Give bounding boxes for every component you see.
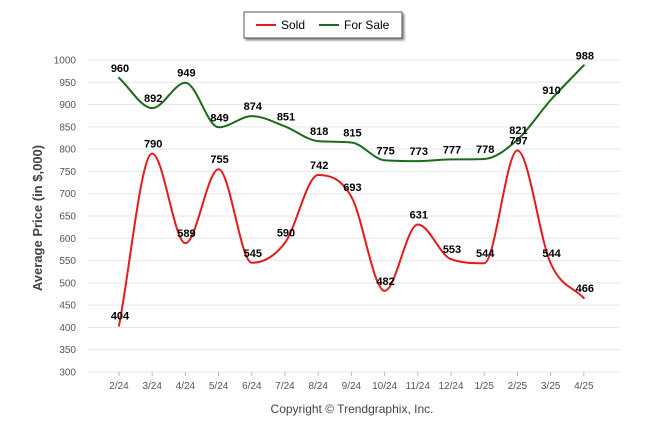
x-tick-label: 4/24 [176,381,196,392]
x-tick-label: 7/24 [275,381,295,392]
legend: Sold For Sale [243,11,403,39]
grid-lines [88,59,620,373]
x-tick-label: 2/25 [508,381,528,392]
for-sale-data-label: 892 [144,93,162,105]
y-tick-label: 850 [59,122,76,133]
series-lines [118,64,585,327]
sold-series-line [118,149,585,327]
y-tick-label: 800 [59,145,76,156]
sold-data-label: 590 [277,228,295,240]
for-sale-data-label: 778 [476,144,494,156]
for-sale-data-label: 874 [244,101,263,113]
sold-data-label: 742 [310,160,328,172]
for-sale-data-label: 949 [177,68,195,80]
y-tick-label: 1000 [54,56,77,67]
for-sale-data-label: 777 [443,144,461,156]
x-tick-label: 12/24 [438,381,463,392]
x-tick-label: 3/25 [541,381,561,392]
y-tick-label: 450 [59,301,76,312]
x-tick-label: 3/24 [142,381,162,392]
y-tick-label: 550 [59,256,76,267]
sold-data-label: 545 [244,248,262,260]
x-tick-label: 9/24 [342,381,362,392]
x-tick-label: 4/25 [574,381,594,392]
x-tick-label: 11/24 [406,381,431,392]
x-tick-label: 5/24 [209,381,229,392]
x-tick-label: 2/24 [109,381,129,392]
x-tick-label: 6/24 [242,381,262,392]
for-sale-data-label: 910 [542,85,560,97]
for-sale-series-line [118,64,585,163]
legend-label-sold: Sold [281,18,305,32]
sold-data-label: 797 [509,135,527,147]
sold-data-label: 693 [343,182,361,194]
y-tick-label: 500 [59,278,76,289]
y-tick-label: 750 [59,167,76,178]
for-sale-data-label: 988 [576,50,594,62]
for-sale-data-label: 821 [509,125,527,137]
for-sale-data-label: 775 [376,145,394,157]
x-tick-label: 10/24 [372,381,397,392]
sold-data-label: 482 [376,276,394,288]
x-tick-label: 8/24 [308,381,328,392]
y-tick-label: 700 [59,189,76,200]
axes: 300 350 400 450 500 550 600 650 700 750 800 850 900 9… [54,56,594,393]
sold-data-label: 589 [177,228,195,240]
sold-data-label: 755 [210,154,228,166]
for-sale-data-label: 849 [210,112,228,124]
copyright-footer: Copyright © Trendgraphix, Inc. [271,402,434,416]
for-sale-data-label: 815 [343,127,361,139]
for-sale-data-label: 851 [277,111,295,123]
for-sale-data-label: 773 [410,146,428,158]
data-labels: 404 790 589 755 545 590 742 693 482 631 553 544 797 5… [111,50,594,322]
for-sale-data-label: 818 [310,126,328,138]
y-tick-label: 650 [59,212,76,223]
for-sale-data-label: 960 [111,63,129,75]
y-tick-label: 600 [59,234,76,245]
legend-label-for-sale: For Sale [344,18,390,32]
y-tick-label: 350 [59,345,76,356]
sold-data-label: 404 [111,311,130,323]
y-tick-label: 950 [59,78,76,89]
y-tick-label: 900 [59,100,76,111]
sold-data-label: 631 [410,209,428,221]
sold-data-label: 544 [476,248,495,260]
sold-data-label: 790 [144,139,162,151]
y-tick-label: 300 [59,368,76,379]
sold-data-label: 466 [576,283,594,295]
x-tick-label: 1/25 [474,381,494,392]
y-axis-title: Average Price (in $,000) [30,145,45,291]
sold-data-label: 544 [542,248,561,260]
y-tick-label: 400 [59,323,76,334]
sold-data-label: 553 [443,244,461,256]
